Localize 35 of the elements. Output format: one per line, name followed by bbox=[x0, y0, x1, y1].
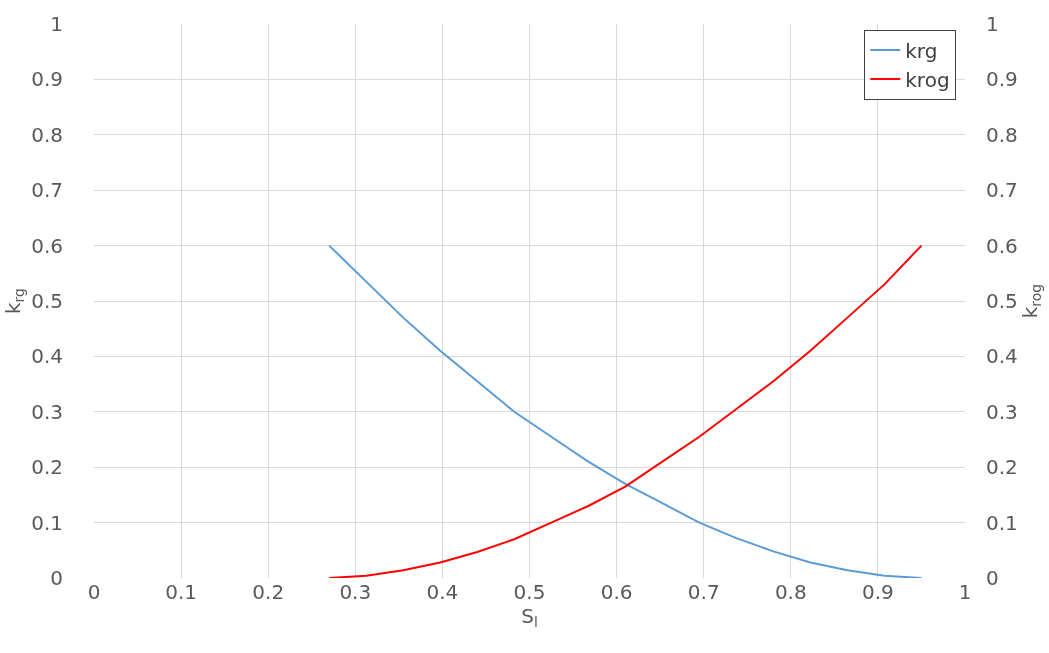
y-tick-label: 0.5 bbox=[31, 289, 63, 313]
x-tick-label: 0.7 bbox=[687, 580, 720, 604]
y2-tick-label: 1 bbox=[986, 12, 999, 36]
y2-tick-label: 0.6 bbox=[986, 233, 1018, 258]
x-tick-label: 0.5 bbox=[513, 580, 546, 604]
y2-tick-label: 0.8 bbox=[986, 122, 1018, 147]
x-tick-label: 0 bbox=[87, 580, 101, 604]
y-tick-label: 0.6 bbox=[31, 233, 63, 258]
y2-tick-label: 0.7 bbox=[986, 178, 1018, 203]
y2-tick-label: 0.1 bbox=[986, 510, 1018, 535]
x-tick-label: 0.1 bbox=[165, 580, 198, 604]
x-tick-label: 0.3 bbox=[339, 580, 372, 604]
x-tick-label: 0.8 bbox=[774, 580, 807, 604]
legend-label: krg bbox=[905, 38, 938, 63]
y2-tick-label: 0.5 bbox=[986, 289, 1018, 313]
y-tick-label: 1 bbox=[50, 12, 63, 36]
y2-tick-label: 0.9 bbox=[986, 67, 1018, 92]
y-tick-label: 0.1 bbox=[31, 510, 63, 535]
y-tick-label: 0.9 bbox=[31, 67, 63, 92]
x-tick-label: 0.6 bbox=[600, 580, 633, 604]
x-tick-label: 0.9 bbox=[861, 580, 894, 604]
y2-tick-label: 0.4 bbox=[986, 344, 1018, 369]
y-tick-label: 0.8 bbox=[31, 122, 63, 147]
y-tick-label: 0.7 bbox=[31, 178, 63, 203]
y-tick-label: 0.2 bbox=[31, 455, 63, 480]
y2-tick-label: 0.2 bbox=[986, 455, 1018, 480]
legend-label: krog bbox=[905, 67, 950, 92]
x-tick-label: 0.4 bbox=[426, 580, 459, 604]
y2-tick-label: 0.3 bbox=[986, 399, 1018, 424]
x-axis-title: S$_{l}$ bbox=[521, 604, 538, 631]
x-tick-label: 0.2 bbox=[252, 580, 285, 604]
y-tick-label: 0.4 bbox=[31, 344, 63, 369]
x-tick-label: 1 bbox=[958, 580, 972, 604]
line-series bbox=[328, 244, 923, 578]
y-tick-label: 0.3 bbox=[31, 399, 63, 424]
